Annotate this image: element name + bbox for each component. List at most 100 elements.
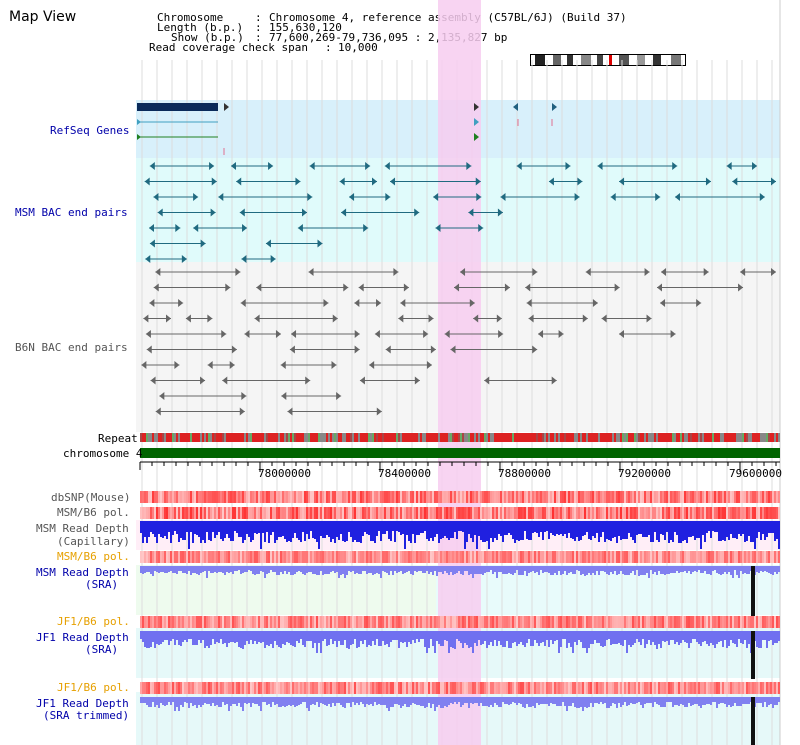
polymorphism-cell xyxy=(144,551,146,563)
polymorphism-cell xyxy=(588,507,590,519)
bac-end-right xyxy=(655,193,661,201)
polymorphism-cell xyxy=(236,616,238,628)
polymorphism-cell xyxy=(216,551,218,563)
read-depth-bar xyxy=(310,566,312,572)
polymorphism-cell xyxy=(478,551,480,563)
polymorphism-cell xyxy=(368,616,370,628)
polymorphism-cell xyxy=(312,682,314,694)
polymorphism-cell xyxy=(258,682,260,694)
read-depth-bar xyxy=(536,697,538,703)
marker-bar xyxy=(751,631,755,679)
polymorphism-cell xyxy=(392,551,394,563)
track-label-msm-read-depth-capillary[interactable]: MSM Read Depth xyxy=(36,522,129,535)
read-depth-bar xyxy=(644,566,646,575)
read-depth-bar xyxy=(652,631,654,642)
repeat-segment xyxy=(312,433,314,442)
chromosome-ideogram[interactable] xyxy=(530,54,686,66)
polymorphism-cell xyxy=(740,551,742,563)
read-depth-bar xyxy=(726,566,728,574)
repeat-segment xyxy=(424,433,426,442)
polymorphism-cell xyxy=(616,616,618,628)
read-depth-bar xyxy=(546,521,548,531)
read-depth-bar xyxy=(580,566,582,575)
read-depth-bar xyxy=(250,631,252,640)
polymorphism-cell xyxy=(392,507,394,519)
polymorphism-cell xyxy=(228,551,230,563)
read-depth-bar xyxy=(466,566,468,571)
polymorphism-cell xyxy=(274,507,276,519)
polymorphism-cell xyxy=(302,507,304,519)
read-depth-bar xyxy=(686,521,688,543)
polymorphism-cell xyxy=(658,682,660,694)
polymorphism-cell xyxy=(408,682,410,694)
repeat-segment xyxy=(504,433,506,442)
track-label-msm-b6-pol[interactable]: MSM/B6 pol. xyxy=(57,506,130,519)
read-depth-bar xyxy=(394,631,396,640)
polymorphism-cell xyxy=(634,507,636,519)
polymorphism-cell xyxy=(300,491,302,503)
read-depth-bar xyxy=(292,566,294,575)
read-depth-bar xyxy=(300,566,302,572)
track-label-jf1-read-depth-sra[interactable]: JF1 Read Depth xyxy=(36,631,129,644)
read-depth-bar xyxy=(702,631,704,642)
read-depth-bar xyxy=(456,566,458,573)
read-depth-bar xyxy=(140,521,142,533)
polymorphism-cell xyxy=(588,682,590,694)
read-depth-bar xyxy=(420,521,422,533)
read-depth-bar xyxy=(392,631,394,640)
track-label-chromosome[interactable]: chromosome 4 xyxy=(63,447,143,460)
read-depth-bar xyxy=(316,521,318,542)
polymorphism-cell xyxy=(562,616,564,628)
read-depth-bar xyxy=(648,631,650,640)
track-label-msm-b6-pol-2[interactable]: MSM/B6 pol. xyxy=(57,550,130,563)
polymorphism-cell xyxy=(582,616,584,628)
polymorphism-cell xyxy=(696,551,698,563)
polymorphism-cell xyxy=(684,491,686,503)
repeat-segment xyxy=(750,433,752,442)
repeat-segment xyxy=(722,433,724,442)
read-depth-bar xyxy=(732,631,734,643)
repeat-segment xyxy=(740,433,742,442)
polymorphism-cell xyxy=(486,507,488,519)
track-label-b6n-bac[interactable]: B6N BAC end pairs xyxy=(15,341,128,354)
track-label-msm-bac[interactable]: MSM BAC end pairs xyxy=(15,206,128,219)
track-label-jf1-read-depth-trimmed[interactable]: JF1 Read Depth xyxy=(36,697,129,710)
read-depth-bar xyxy=(322,566,324,575)
track-label-msm-read-depth-sra[interactable]: MSM Read Depth xyxy=(36,566,129,579)
read-depth-bar xyxy=(706,697,708,704)
read-depth-bar xyxy=(692,631,694,639)
polymorphism-cell xyxy=(688,616,690,628)
read-depth-bar xyxy=(344,697,346,708)
polymorphism-cell xyxy=(320,551,322,563)
polymorphism-cell xyxy=(156,507,158,519)
polymorphism-cell xyxy=(608,551,610,563)
track-label-repeat[interactable]: Repeat xyxy=(98,432,138,445)
read-depth-bar xyxy=(348,566,350,571)
read-depth-bar xyxy=(706,631,708,644)
polymorphism-cell xyxy=(554,507,556,519)
bac-end-right xyxy=(469,299,475,307)
read-depth-bar xyxy=(700,566,702,573)
read-depth-bar xyxy=(662,697,664,707)
read-depth-bar xyxy=(266,697,268,705)
track-label-dbsnp[interactable]: dbSNP(Mouse) xyxy=(51,491,131,504)
polymorphism-cell xyxy=(210,682,212,694)
polymorphism-cell xyxy=(444,682,446,694)
read-depth-bar xyxy=(188,566,190,571)
repeat-segment xyxy=(680,433,682,442)
polymorphism-cell xyxy=(674,682,676,694)
polymorphism-cell xyxy=(278,507,280,519)
read-depth-bar xyxy=(722,566,724,574)
read-depth-bar xyxy=(390,697,392,707)
track-label-jf1-b6-pol-2[interactable]: JF1/B6 pol. xyxy=(57,681,130,694)
track-label-refseq[interactable]: RefSeq Genes xyxy=(50,124,130,137)
polymorphism-cell xyxy=(564,491,566,503)
gene-arrow xyxy=(474,103,479,111)
read-depth-bar xyxy=(190,631,192,639)
polymorphism-cell xyxy=(258,616,260,628)
track-label-jf1-b6-pol[interactable]: JF1/B6 pol. xyxy=(57,615,130,628)
read-depth-bar xyxy=(338,631,340,641)
polymorphism-cell xyxy=(764,551,766,563)
